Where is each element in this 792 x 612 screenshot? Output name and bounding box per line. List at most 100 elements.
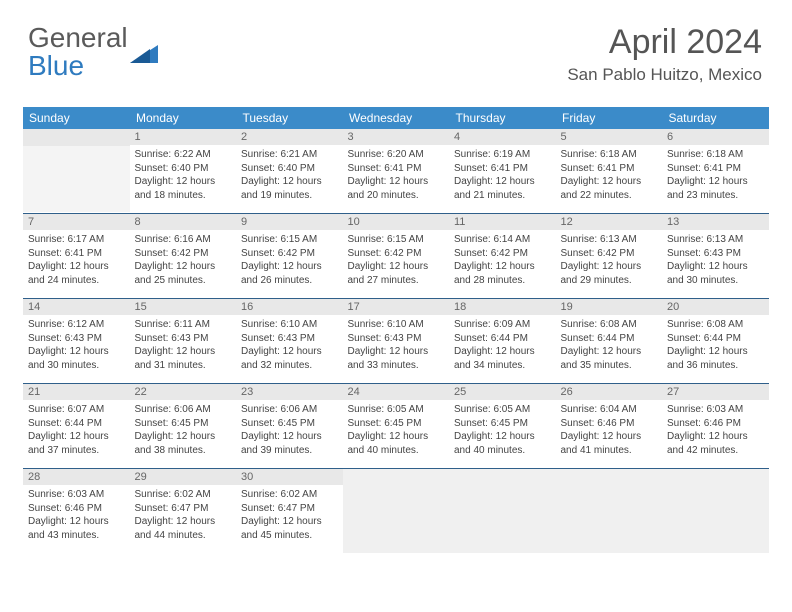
day-body: Sunrise: 6:03 AMSunset: 6:46 PMDaylight:…	[23, 485, 130, 545]
calendar-cell: 14Sunrise: 6:12 AMSunset: 6:43 PMDayligh…	[23, 299, 130, 384]
day-body: Sunrise: 6:05 AMSunset: 6:45 PMDaylight:…	[343, 400, 450, 460]
day-number: 9	[236, 214, 343, 230]
page-title: April 2024	[567, 24, 762, 61]
logo-text: General Blue	[28, 24, 128, 80]
calendar-table: Sunday Monday Tuesday Wednesday Thursday…	[23, 107, 769, 553]
logo: General Blue	[28, 24, 158, 80]
calendar-cell: 10Sunrise: 6:15 AMSunset: 6:42 PMDayligh…	[343, 214, 450, 299]
day-header: Thursday	[449, 107, 556, 129]
calendar-cell: 5Sunrise: 6:18 AMSunset: 6:41 PMDaylight…	[556, 129, 663, 214]
day-body: Sunrise: 6:04 AMSunset: 6:46 PMDaylight:…	[556, 400, 663, 460]
calendar-cell	[23, 129, 130, 214]
day-number: 27	[662, 384, 769, 400]
day-number: 24	[343, 384, 450, 400]
day-number	[23, 129, 130, 146]
calendar-cell: 15Sunrise: 6:11 AMSunset: 6:43 PMDayligh…	[130, 299, 237, 384]
logo-triangle-icon	[130, 43, 158, 68]
calendar-cell	[556, 469, 663, 554]
day-body: Sunrise: 6:19 AMSunset: 6:41 PMDaylight:…	[449, 145, 556, 205]
day-body: Sunrise: 6:06 AMSunset: 6:45 PMDaylight:…	[130, 400, 237, 460]
calendar-cell: 30Sunrise: 6:02 AMSunset: 6:47 PMDayligh…	[236, 469, 343, 554]
location: San Pablo Huitzo, Mexico	[567, 65, 762, 85]
day-body: Sunrise: 6:13 AMSunset: 6:43 PMDaylight:…	[662, 230, 769, 290]
day-body: Sunrise: 6:05 AMSunset: 6:45 PMDaylight:…	[449, 400, 556, 460]
day-number: 20	[662, 299, 769, 315]
day-number: 21	[23, 384, 130, 400]
day-number: 22	[130, 384, 237, 400]
day-body: Sunrise: 6:02 AMSunset: 6:47 PMDaylight:…	[130, 485, 237, 545]
day-header: Monday	[130, 107, 237, 129]
day-number: 12	[556, 214, 663, 230]
day-body: Sunrise: 6:11 AMSunset: 6:43 PMDaylight:…	[130, 315, 237, 375]
calendar-cell: 25Sunrise: 6:05 AMSunset: 6:45 PMDayligh…	[449, 384, 556, 469]
calendar-row: 1Sunrise: 6:22 AMSunset: 6:40 PMDaylight…	[23, 129, 769, 214]
day-number: 5	[556, 129, 663, 145]
day-body: Sunrise: 6:08 AMSunset: 6:44 PMDaylight:…	[556, 315, 663, 375]
calendar-cell: 21Sunrise: 6:07 AMSunset: 6:44 PMDayligh…	[23, 384, 130, 469]
day-body: Sunrise: 6:15 AMSunset: 6:42 PMDaylight:…	[236, 230, 343, 290]
calendar-cell: 13Sunrise: 6:13 AMSunset: 6:43 PMDayligh…	[662, 214, 769, 299]
day-number: 16	[236, 299, 343, 315]
day-number: 10	[343, 214, 450, 230]
day-number: 19	[556, 299, 663, 315]
logo-text-blue: Blue	[28, 50, 84, 81]
day-number: 29	[130, 469, 237, 485]
calendar-row: 28Sunrise: 6:03 AMSunset: 6:46 PMDayligh…	[23, 469, 769, 554]
day-body: Sunrise: 6:08 AMSunset: 6:44 PMDaylight:…	[662, 315, 769, 375]
day-body: Sunrise: 6:17 AMSunset: 6:41 PMDaylight:…	[23, 230, 130, 290]
day-number: 25	[449, 384, 556, 400]
calendar-row: 14Sunrise: 6:12 AMSunset: 6:43 PMDayligh…	[23, 299, 769, 384]
day-number: 7	[23, 214, 130, 230]
day-number: 17	[343, 299, 450, 315]
calendar-row: 21Sunrise: 6:07 AMSunset: 6:44 PMDayligh…	[23, 384, 769, 469]
calendar-cell: 18Sunrise: 6:09 AMSunset: 6:44 PMDayligh…	[449, 299, 556, 384]
calendar-cell: 8Sunrise: 6:16 AMSunset: 6:42 PMDaylight…	[130, 214, 237, 299]
calendar-cell: 11Sunrise: 6:14 AMSunset: 6:42 PMDayligh…	[449, 214, 556, 299]
day-body: Sunrise: 6:07 AMSunset: 6:44 PMDaylight:…	[23, 400, 130, 460]
day-header-row: Sunday Monday Tuesday Wednesday Thursday…	[23, 107, 769, 129]
day-number: 23	[236, 384, 343, 400]
day-header: Sunday	[23, 107, 130, 129]
day-body: Sunrise: 6:10 AMSunset: 6:43 PMDaylight:…	[236, 315, 343, 375]
day-number: 3	[343, 129, 450, 145]
calendar-cell: 26Sunrise: 6:04 AMSunset: 6:46 PMDayligh…	[556, 384, 663, 469]
day-number: 6	[662, 129, 769, 145]
day-body: Sunrise: 6:06 AMSunset: 6:45 PMDaylight:…	[236, 400, 343, 460]
day-number: 15	[130, 299, 237, 315]
day-header: Tuesday	[236, 107, 343, 129]
calendar-cell: 20Sunrise: 6:08 AMSunset: 6:44 PMDayligh…	[662, 299, 769, 384]
day-body: Sunrise: 6:02 AMSunset: 6:47 PMDaylight:…	[236, 485, 343, 545]
day-number: 8	[130, 214, 237, 230]
day-header: Saturday	[662, 107, 769, 129]
calendar-cell: 24Sunrise: 6:05 AMSunset: 6:45 PMDayligh…	[343, 384, 450, 469]
calendar-cell: 29Sunrise: 6:02 AMSunset: 6:47 PMDayligh…	[130, 469, 237, 554]
day-body: Sunrise: 6:18 AMSunset: 6:41 PMDaylight:…	[556, 145, 663, 205]
calendar-cell: 9Sunrise: 6:15 AMSunset: 6:42 PMDaylight…	[236, 214, 343, 299]
calendar-cell	[662, 469, 769, 554]
day-number: 11	[449, 214, 556, 230]
day-number: 18	[449, 299, 556, 315]
day-header: Friday	[556, 107, 663, 129]
day-body: Sunrise: 6:20 AMSunset: 6:41 PMDaylight:…	[343, 145, 450, 205]
calendar-cell: 22Sunrise: 6:06 AMSunset: 6:45 PMDayligh…	[130, 384, 237, 469]
day-body: Sunrise: 6:12 AMSunset: 6:43 PMDaylight:…	[23, 315, 130, 375]
day-number: 30	[236, 469, 343, 485]
day-header: Wednesday	[343, 107, 450, 129]
calendar-cell: 27Sunrise: 6:03 AMSunset: 6:46 PMDayligh…	[662, 384, 769, 469]
day-body: Sunrise: 6:10 AMSunset: 6:43 PMDaylight:…	[343, 315, 450, 375]
calendar-cell: 17Sunrise: 6:10 AMSunset: 6:43 PMDayligh…	[343, 299, 450, 384]
day-number: 13	[662, 214, 769, 230]
title-block: April 2024 San Pablo Huitzo, Mexico	[567, 24, 762, 85]
day-number: 28	[23, 469, 130, 485]
day-body: Sunrise: 6:21 AMSunset: 6:40 PMDaylight:…	[236, 145, 343, 205]
day-number: 1	[130, 129, 237, 145]
header: General Blue April 2024 San Pablo Huitzo…	[0, 0, 792, 107]
day-body: Sunrise: 6:16 AMSunset: 6:42 PMDaylight:…	[130, 230, 237, 290]
calendar-cell: 6Sunrise: 6:18 AMSunset: 6:41 PMDaylight…	[662, 129, 769, 214]
day-body	[23, 146, 130, 212]
logo-text-gray: General	[28, 22, 128, 53]
day-body: Sunrise: 6:13 AMSunset: 6:42 PMDaylight:…	[556, 230, 663, 290]
calendar-cell: 1Sunrise: 6:22 AMSunset: 6:40 PMDaylight…	[130, 129, 237, 214]
day-body: Sunrise: 6:09 AMSunset: 6:44 PMDaylight:…	[449, 315, 556, 375]
day-number: 2	[236, 129, 343, 145]
